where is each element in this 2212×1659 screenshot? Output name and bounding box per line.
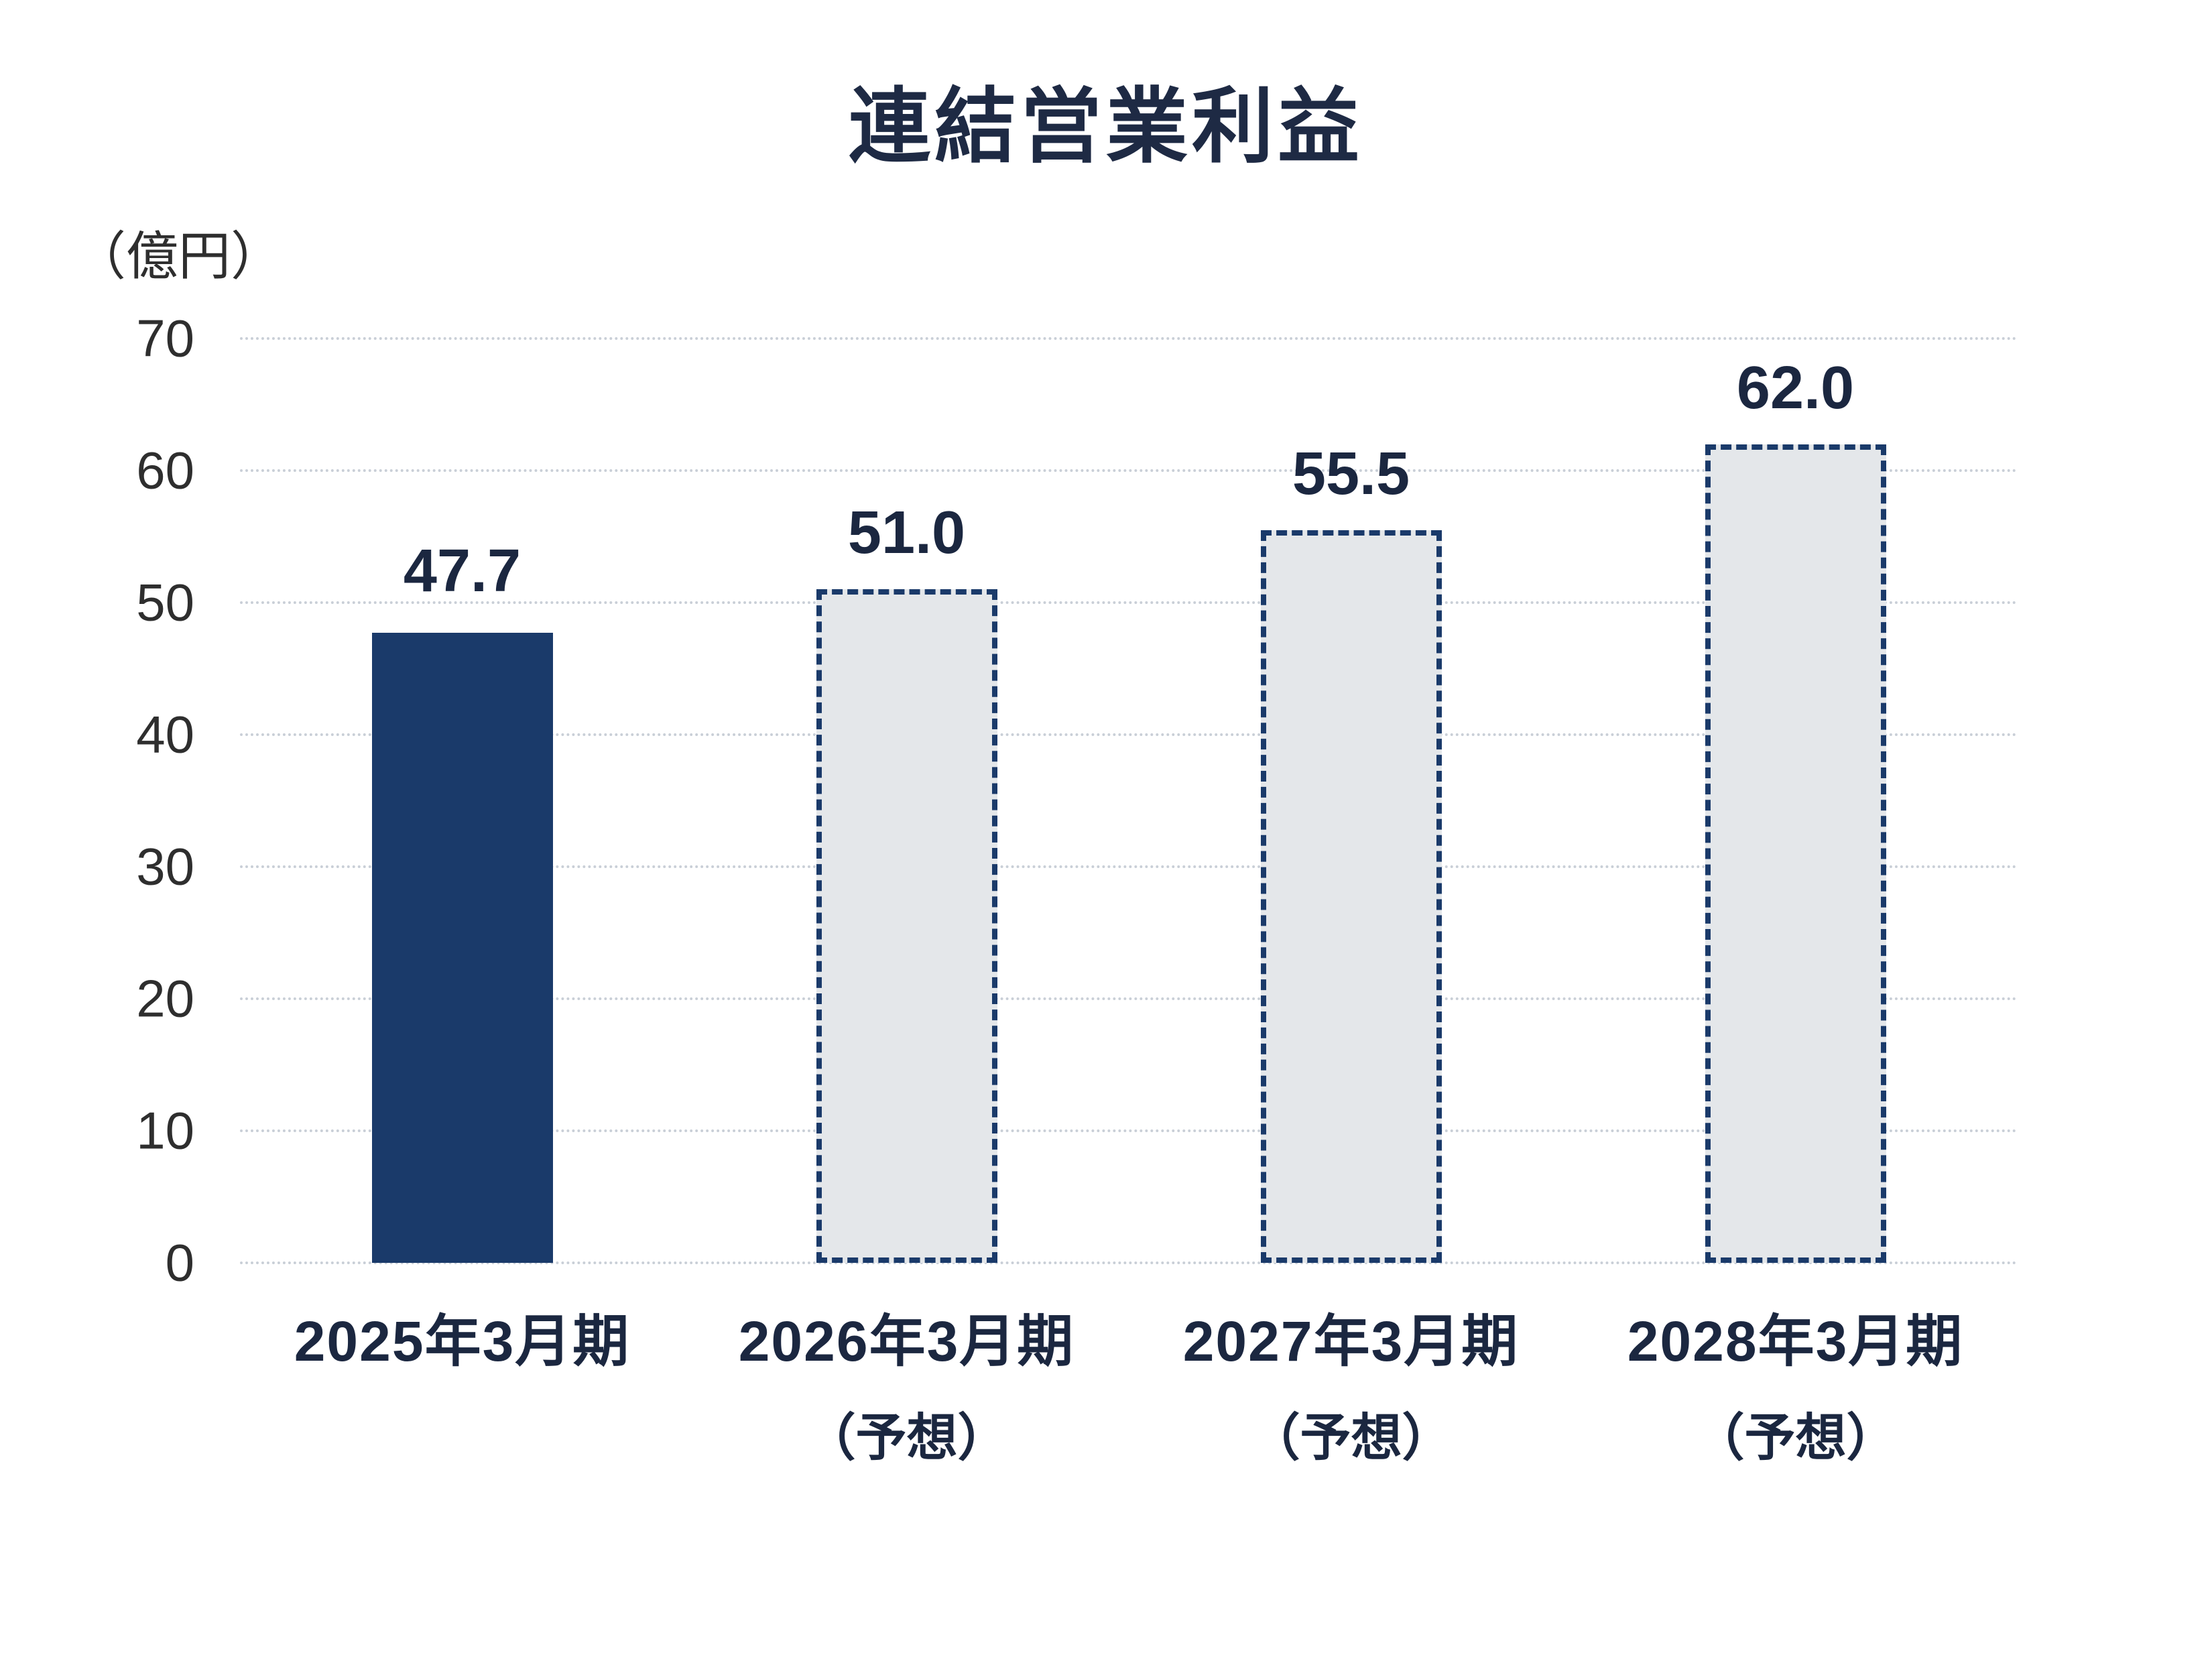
x-axis-category: 2028年3月期 （予想）	[1573, 1296, 2018, 1470]
bar-forecast: 62.0	[1705, 355, 1886, 1263]
y-tick-label: 50	[136, 572, 194, 632]
gridline	[240, 337, 2018, 340]
bar-slot: 55.5	[1129, 339, 1573, 1263]
gridline	[240, 997, 2018, 1000]
gridline	[240, 1129, 2018, 1132]
bar-value-label: 62.0	[1736, 354, 1855, 422]
bar-value-label: 47.7	[403, 538, 521, 605]
y-tick-label: 60	[136, 440, 194, 500]
x-axis-labels: 2025年3月期 2026年3月期 （予想） 2027年3月期 （予想） 2028年3月期…	[240, 1296, 2018, 1470]
bars-layer: 47.7 51.0 55.5 62.0	[240, 339, 2018, 1263]
bar-slot: 51.0	[684, 339, 1129, 1263]
x-axis-label: 2028年3月期	[1627, 1310, 1964, 1373]
bar-value-label: 51.0	[847, 499, 966, 567]
x-axis-category: 2026年3月期 （予想）	[684, 1296, 1129, 1470]
gridline	[240, 1262, 2018, 1264]
x-axis-label: 2025年3月期	[294, 1310, 631, 1373]
bar-actual: 47.7	[371, 538, 553, 1263]
y-tick-label: 30	[136, 837, 194, 896]
bar-forecast: 55.5	[1260, 440, 1442, 1263]
x-axis-label: 2027年3月期	[1182, 1310, 1520, 1373]
gridline	[240, 865, 2018, 868]
y-axis-ticks: 0 10 20 30 40 50 60 70	[0, 309, 201, 1292]
bar-forecast: 51.0	[816, 499, 997, 1263]
x-axis-category: 2027年3月期 （予想）	[1129, 1296, 1573, 1470]
plot-area: 47.7 51.0 55.5 62.0	[240, 337, 2018, 1264]
y-tick-label: 20	[136, 969, 194, 1028]
chart-title: 連結営業利益	[849, 81, 1363, 172]
x-axis-label: 2026年3月期	[738, 1310, 1075, 1373]
y-tick-label: 70	[136, 308, 194, 368]
y-tick-label: 40	[136, 704, 194, 764]
bar-slot: 62.0	[1573, 339, 2018, 1263]
x-axis-category: 2025年3月期	[240, 1296, 684, 1470]
x-axis-sublabel: （予想）	[1693, 1410, 1898, 1467]
y-axis-unit-label: （億円）	[74, 227, 284, 286]
y-tick-label: 0	[165, 1233, 194, 1292]
bar-value-label: 55.5	[1292, 440, 1410, 507]
bar-slot: 47.7	[240, 339, 684, 1263]
gridline	[240, 733, 2018, 736]
x-axis-sublabel: （予想）	[804, 1410, 1009, 1467]
gridline	[240, 469, 2018, 472]
gridline	[240, 601, 2018, 604]
x-axis-sublabel: （予想）	[1249, 1410, 1453, 1467]
y-tick-label: 10	[136, 1101, 194, 1160]
